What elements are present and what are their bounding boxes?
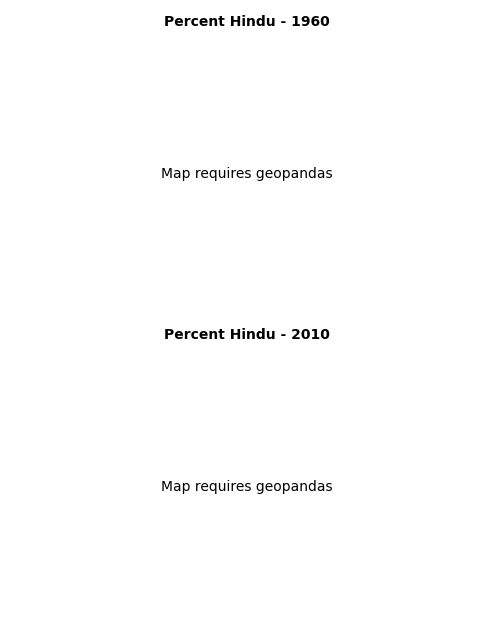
Text: Map requires geopandas: Map requires geopandas [161,167,332,181]
Title: Percent Hindu - 1960: Percent Hindu - 1960 [164,15,329,29]
Text: Map requires geopandas: Map requires geopandas [161,480,332,494]
Title: Percent Hindu - 2010: Percent Hindu - 2010 [164,329,329,342]
